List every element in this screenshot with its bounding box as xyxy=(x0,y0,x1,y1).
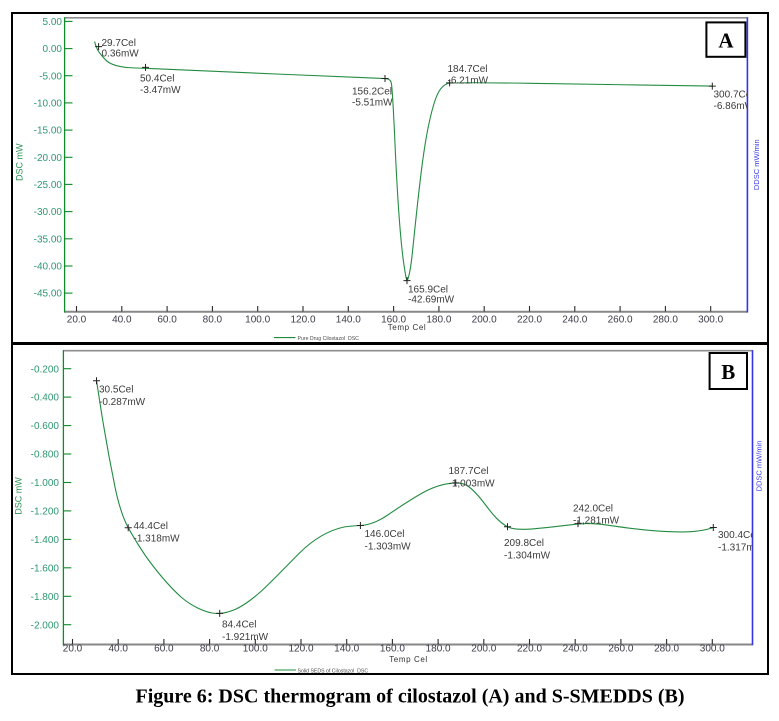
svg-text:200.0: 200.0 xyxy=(471,644,496,655)
svg-text:-5.51mW: -5.51mW xyxy=(352,98,393,109)
svg-text:242.0Cel: 242.0Cel xyxy=(573,503,613,514)
svg-text:120.0: 120.0 xyxy=(290,315,315,326)
svg-text:50.4Cel: 50.4Cel xyxy=(140,73,174,84)
svg-text:-1,003mW: -1,003mW xyxy=(449,478,496,489)
svg-text:0.00: 0.00 xyxy=(43,44,63,55)
svg-text:Pure Drug Cilostazol DSC: Pure Drug Cilostazol DSC xyxy=(298,336,360,342)
svg-text:120.0: 120.0 xyxy=(288,644,313,655)
svg-text:146.0Cel: 146.0Cel xyxy=(365,529,405,540)
svg-text:-1.304mW: -1.304mW xyxy=(504,550,551,561)
svg-text:0.36mW: 0.36mW xyxy=(102,49,140,60)
svg-text:80.0: 80.0 xyxy=(200,644,220,655)
svg-text:-0.600: -0.600 xyxy=(31,421,60,432)
svg-text:260.0: 260.0 xyxy=(608,644,633,655)
svg-text:20.0: 20.0 xyxy=(67,315,87,326)
svg-text:40.0: 40.0 xyxy=(112,315,132,326)
svg-text:-0.287mW: -0.287mW xyxy=(99,397,146,408)
svg-text:-1.000: -1.000 xyxy=(31,478,60,489)
svg-text:30.5Cel: 30.5Cel xyxy=(99,385,133,396)
svg-text:-0.200: -0.200 xyxy=(31,364,60,375)
svg-text:-45.00: -45.00 xyxy=(34,289,63,300)
svg-text:40.0: 40.0 xyxy=(108,644,128,655)
svg-text:-2.000: -2.000 xyxy=(31,620,60,631)
svg-text:-40.00: -40.00 xyxy=(34,262,63,273)
svg-text:80.0: 80.0 xyxy=(203,315,223,326)
svg-text:44.4Cel: 44.4Cel xyxy=(134,521,168,532)
svg-text:DSC mW: DSC mW xyxy=(14,477,24,515)
svg-text:60.0: 60.0 xyxy=(157,315,177,326)
svg-text:-6.21mW: -6.21mW xyxy=(448,75,489,86)
svg-text:29.7Cel: 29.7Cel xyxy=(102,38,136,49)
svg-text:-6.86mW: -6.86mW xyxy=(714,101,755,112)
svg-text:-42.69mW: -42.69mW xyxy=(408,295,455,306)
svg-text:187.7Cel: 187.7Cel xyxy=(449,466,489,477)
svg-text:160.0: 160.0 xyxy=(381,315,406,326)
svg-text:-10.00: -10.00 xyxy=(34,99,63,110)
svg-text:-5.00: -5.00 xyxy=(39,71,62,82)
svg-text:-1.200: -1.200 xyxy=(31,507,60,518)
svg-text:Figure 6: DSC thermogram of ci: Figure 6: DSC thermogram of cilostazol (… xyxy=(135,686,684,708)
svg-text:DDSC mW/min: DDSC mW/min xyxy=(752,139,761,190)
svg-text:165.9Cel: 165.9Cel xyxy=(408,284,448,295)
svg-text:DSC mW: DSC mW xyxy=(14,143,24,181)
svg-text:180.0: 180.0 xyxy=(426,315,451,326)
svg-text:-1.800: -1.800 xyxy=(31,592,60,603)
svg-text:300.0: 300.0 xyxy=(700,644,725,655)
svg-text:220.0: 220.0 xyxy=(517,644,542,655)
svg-text:-3.47mW: -3.47mW xyxy=(140,85,181,96)
svg-text:-30.00: -30.00 xyxy=(34,207,63,218)
svg-text:-1.318mW: -1.318mW xyxy=(134,533,181,544)
svg-text:240.0: 240.0 xyxy=(563,644,588,655)
svg-text:-1.303mW: -1.303mW xyxy=(365,541,412,552)
svg-text:-0.400: -0.400 xyxy=(31,393,60,404)
svg-text:240.0: 240.0 xyxy=(562,315,587,326)
svg-text:100.0: 100.0 xyxy=(245,315,270,326)
svg-text:DDSC mW/min: DDSC mW/min xyxy=(755,441,764,492)
svg-text:-15.00: -15.00 xyxy=(34,126,63,137)
svg-text:200.0: 200.0 xyxy=(472,315,497,326)
svg-text:156.2Cel: 156.2Cel xyxy=(352,87,392,98)
svg-text:-0.800: -0.800 xyxy=(31,450,60,461)
svg-text:B: B xyxy=(721,360,735,384)
svg-text:100.0: 100.0 xyxy=(243,644,268,655)
svg-text:20.0: 20.0 xyxy=(63,644,83,655)
svg-text:-1.600: -1.600 xyxy=(31,563,60,574)
svg-text:184.7Cel: 184.7Cel xyxy=(448,64,488,75)
svg-text:300.4Cel: 300.4Cel xyxy=(718,530,758,541)
svg-text:5.00: 5.00 xyxy=(43,17,63,28)
svg-text:-35.00: -35.00 xyxy=(34,234,63,245)
svg-text:300.7Cel: 300.7Cel xyxy=(714,90,754,101)
svg-text:280.0: 280.0 xyxy=(653,315,678,326)
svg-text:60.0: 60.0 xyxy=(154,644,174,655)
svg-text:260.0: 260.0 xyxy=(608,315,633,326)
svg-text:-1.317mW: -1.317mW xyxy=(718,542,765,553)
svg-text:-1.400: -1.400 xyxy=(31,535,60,546)
svg-text:140.0: 140.0 xyxy=(336,315,361,326)
svg-text:280.0: 280.0 xyxy=(654,644,679,655)
svg-text:Temp Cel: Temp Cel xyxy=(389,655,428,664)
svg-text:209.8Cel: 209.8Cel xyxy=(504,538,544,549)
svg-text:A: A xyxy=(718,28,734,52)
svg-text:-1,281mW: -1,281mW xyxy=(573,516,620,527)
svg-text:140.0: 140.0 xyxy=(334,644,359,655)
svg-text:180.0: 180.0 xyxy=(426,644,451,655)
svg-text:220.0: 220.0 xyxy=(517,315,542,326)
svg-text:-1.921mW: -1.921mW xyxy=(222,632,269,643)
svg-text:Solid SEDS of Cilostazol DSC: Solid SEDS of Cilostazol DSC xyxy=(298,668,369,674)
svg-text:300.0: 300.0 xyxy=(698,315,723,326)
svg-text:Temp Cel: Temp Cel xyxy=(388,323,427,332)
svg-text:-20.00: -20.00 xyxy=(34,153,63,164)
svg-text:-25.00: -25.00 xyxy=(34,180,63,191)
svg-text:84.4Cel: 84.4Cel xyxy=(222,620,256,631)
svg-text:160.0: 160.0 xyxy=(380,644,405,655)
